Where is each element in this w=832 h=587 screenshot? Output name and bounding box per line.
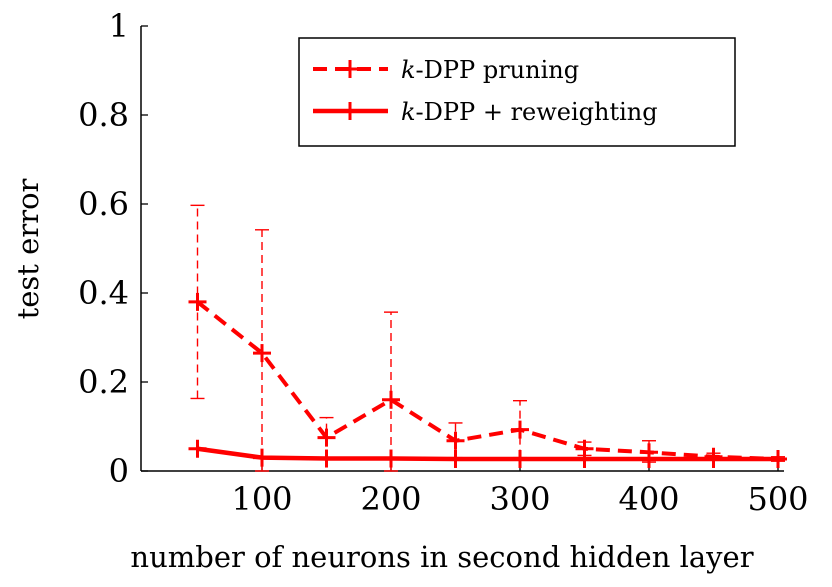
legend-item-1: k-DPP pruning (313, 56, 579, 84)
y-ticks: 0 0.2 0.4 0.6 0.8 1 (78, 7, 148, 490)
data-point (317, 449, 336, 468)
data-point (511, 420, 529, 439)
data-point (382, 390, 400, 409)
y-tick-label: 0.8 (78, 96, 129, 134)
y-axis-title: test error (11, 178, 45, 319)
data-point (575, 449, 594, 468)
x-tick-label: 200 (360, 480, 421, 518)
legend-box (298, 37, 736, 147)
data-point (769, 449, 787, 468)
data-point (253, 448, 271, 467)
data-point (640, 449, 658, 468)
y-tick-label: 0 (109, 452, 129, 490)
data-point (511, 449, 529, 468)
series-layer (188, 204, 787, 472)
legend-item-2: k-DPP + reweighting (313, 98, 658, 126)
x-tick-label: 300 (489, 480, 550, 518)
data-point (317, 428, 336, 447)
data-point (446, 449, 465, 468)
series-1 (188, 204, 787, 472)
x-tick-label: 500 (747, 480, 808, 518)
data-point (188, 439, 207, 458)
data-point (253, 344, 271, 363)
data-point (382, 449, 400, 468)
x-ticks: 100 200 300 400 500 (231, 464, 809, 518)
series-2 (188, 439, 787, 468)
data-point (446, 431, 465, 450)
legend-label: k-DPP pruning (401, 56, 579, 84)
axes (140, 26, 784, 472)
y-tick-label: 0.6 (78, 185, 129, 223)
series-line (197, 446, 778, 462)
data-point (704, 449, 723, 468)
legend-label: k-DPP + reweighting (401, 98, 658, 126)
y-tick-label: 0.2 (78, 363, 129, 401)
legend: k-DPP pruning k-DPP + reweighting (298, 37, 736, 147)
series-line (196, 300, 779, 461)
x-tick-label: 400 (618, 480, 679, 518)
y-tick-label: 1 (109, 7, 129, 45)
x-axis-title: number of neurons in second hidden layer (130, 540, 753, 574)
data-point (188, 292, 207, 311)
y-tick-label: 0.4 (78, 274, 129, 312)
x-tick-label: 100 (231, 480, 292, 518)
